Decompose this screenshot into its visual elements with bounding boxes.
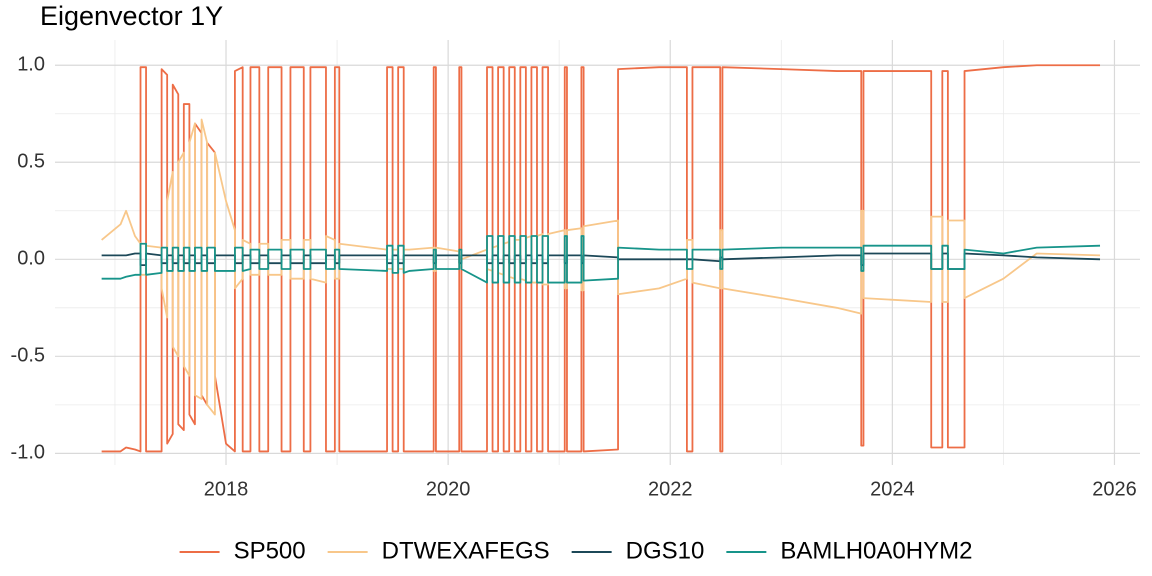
x-tick-label: 2018 bbox=[204, 478, 249, 500]
legend-label: BAMLH0A0HYM2 bbox=[780, 537, 972, 564]
y-tick-label: -0.5 bbox=[11, 345, 45, 367]
y-tick-label: 0.5 bbox=[17, 151, 45, 173]
chart-title: Eigenvector 1Y bbox=[40, 1, 223, 31]
series-line bbox=[101, 235, 1101, 284]
y-tick-label: 1.0 bbox=[17, 54, 45, 76]
series-line bbox=[101, 118, 1101, 416]
x-tick-label: 2020 bbox=[426, 478, 471, 500]
x-tick-label: 2026 bbox=[1092, 478, 1137, 500]
y-tick-label: -1.0 bbox=[11, 442, 45, 464]
y-tick-label: 0.0 bbox=[17, 248, 45, 270]
legend: SP500 DTWEXAFEGS DGS10 BAMLH0A0HYM2 bbox=[179, 537, 972, 564]
legend-label: DGS10 bbox=[626, 537, 705, 564]
series-line bbox=[101, 64, 1101, 453]
plot-lines bbox=[101, 64, 1101, 453]
series-line bbox=[101, 252, 1101, 270]
x-tick-label: 2022 bbox=[648, 478, 693, 500]
legend-label: SP500 bbox=[234, 537, 306, 564]
x-tick-label: 2024 bbox=[870, 478, 915, 500]
grid bbox=[55, 40, 1140, 465]
axes: -1.0 -0.5 0.0 0.5 1.0 2018 2020 2022 2024 2026 bbox=[11, 54, 1137, 501]
legend-label: DTWEXAFEGS bbox=[382, 537, 550, 564]
